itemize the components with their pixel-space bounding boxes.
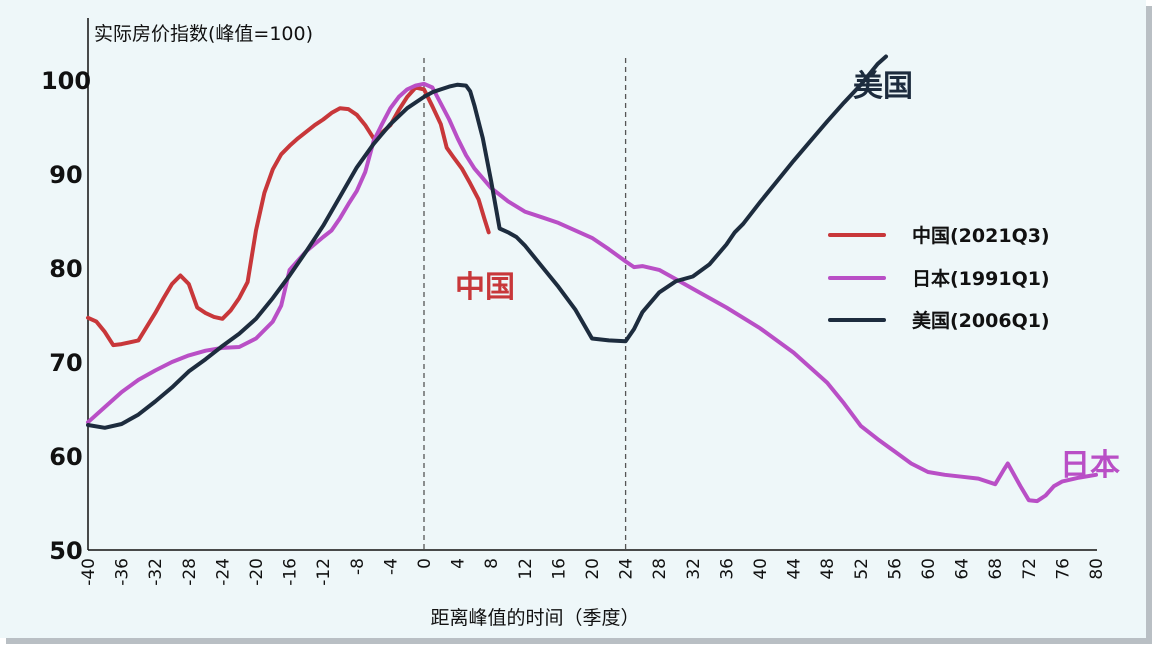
series-layer xyxy=(86,54,1098,504)
x-tick-label: -4 xyxy=(381,558,401,575)
x-tick-label: 60 xyxy=(919,558,939,580)
x-tick-label: 48 xyxy=(818,558,838,580)
x-tick-label: 80 xyxy=(1087,558,1107,580)
legend-entry: 美国(2006Q1) xyxy=(912,309,1050,332)
x-tick-label: -28 xyxy=(180,558,200,586)
series-annotation: 日本 xyxy=(1060,448,1120,483)
x-tick-label: -32 xyxy=(146,558,166,586)
x-tick-label: 32 xyxy=(684,558,704,580)
y-axis-label: 实际房价指数(峰值=100) xyxy=(94,23,313,45)
x-tick-label: 68 xyxy=(986,558,1006,580)
x-tick-label: 28 xyxy=(650,558,670,580)
y-tick-label: 80 xyxy=(49,255,82,283)
y-tick-label: 70 xyxy=(49,349,82,377)
legend: 中国(2021Q3) 日本(1991Q1) 美国(2006Q1) xyxy=(828,224,1050,332)
x-tick-label: 40 xyxy=(751,558,771,580)
x-tick-label: -12 xyxy=(314,558,334,586)
y-tick-label: 100 xyxy=(41,67,91,95)
x-tick-label: 36 xyxy=(717,558,737,580)
y-tick-label: 50 xyxy=(49,537,82,565)
x-tick-label: -36 xyxy=(113,558,133,586)
x-tick-label: 20 xyxy=(583,558,603,580)
y-tick-label: 60 xyxy=(49,443,82,471)
series-line-usa xyxy=(86,54,888,430)
x-tick-label: 24 xyxy=(617,558,637,580)
x-tick-label: 4 xyxy=(449,558,469,569)
x-tick-labels: -40 -36 -32 -28 -24 -20 -16 -12 -8 -4 0 4 8 12 16 20 24 2… xyxy=(79,558,1107,586)
x-tick-label: -16 xyxy=(281,558,301,586)
x-tick-label: 76 xyxy=(1053,558,1073,580)
x-tick-label: 64 xyxy=(953,558,973,580)
series-line-japan xyxy=(86,81,1098,504)
series-annotation: 中国 xyxy=(455,270,515,305)
axes-layer xyxy=(87,18,1097,551)
legend-entry: 中国(2021Q3) xyxy=(912,224,1050,247)
x-tick-label: 72 xyxy=(1020,558,1040,580)
x-tick-label: -20 xyxy=(247,558,267,586)
x-axis-label: 距离峰值的时间（季度） xyxy=(430,607,639,629)
x-tick-label: 56 xyxy=(885,558,905,580)
x-tick-label: -24 xyxy=(213,558,233,586)
x-tick-label: 0 xyxy=(415,558,435,569)
series-line-china xyxy=(86,85,491,348)
x-tick-label: 52 xyxy=(852,558,872,580)
chart-frame: 5060708090100110 -40-36-32-28-24-20-16-1… xyxy=(0,0,1146,638)
x-tick-label: 16 xyxy=(549,558,569,580)
x-tick-label: 8 xyxy=(482,558,502,569)
x-tick-label: -40 xyxy=(79,558,99,586)
x-tick-label: -8 xyxy=(348,558,368,575)
y-tick-label: 90 xyxy=(49,161,82,189)
y-tick-labels: 50 60 70 80 90 100 110 xyxy=(41,0,91,565)
y-tick-label: 110 xyxy=(41,0,91,1)
x-tick-label: 44 xyxy=(785,558,805,580)
series-annotation: 美国 xyxy=(853,69,913,104)
legend-entry: 日本(1991Q1) xyxy=(912,267,1050,290)
x-tick-label: 12 xyxy=(516,558,536,580)
line-chart: 5060708090100110 -40-36-32-28-24-20-16-1… xyxy=(41,0,1120,629)
reference-line-layer xyxy=(423,58,627,550)
